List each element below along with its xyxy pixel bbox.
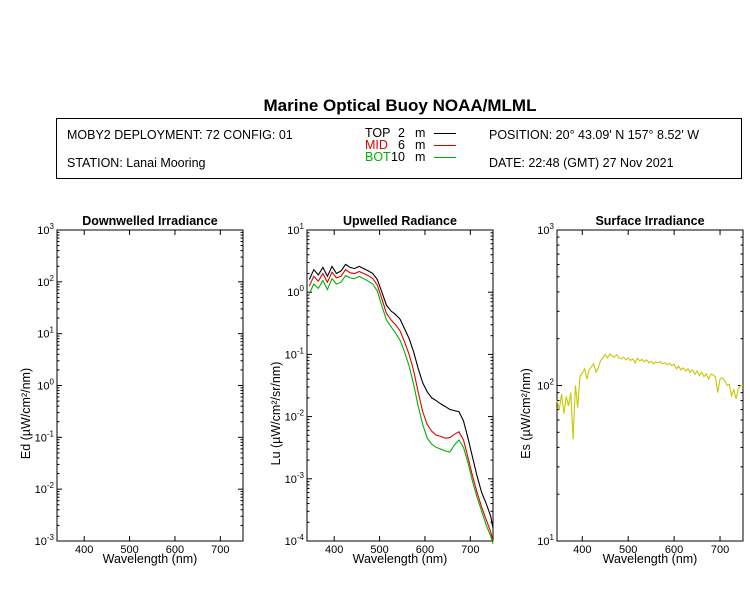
downwelled-irradiance-ytick-label: 10-2 xyxy=(35,481,55,496)
downwelled-irradiance-xtick-label: 500 xyxy=(120,544,138,556)
downwelled-irradiance-ytick-label: 102 xyxy=(37,274,54,289)
legend-mid-line xyxy=(434,145,456,146)
downwelled-irradiance-xtick-label: 400 xyxy=(75,544,93,556)
upwelled-radiance-xtick-label: 400 xyxy=(325,544,343,556)
upwelled-radiance-series-top xyxy=(308,263,494,529)
downwelled-irradiance-xtick-label: 700 xyxy=(211,544,229,556)
surface-irradiance-series-es xyxy=(556,352,743,440)
downwelled-irradiance-title: Downwelled Irradiance xyxy=(82,214,218,228)
legend-mid-name: MID xyxy=(365,138,388,152)
surface-irradiance-xlabel: Wavelength (nm) xyxy=(603,552,698,566)
downwelled-irradiance-ylabel: Ed (µW/cm²/nm) xyxy=(19,368,33,459)
upwelled-radiance-xtick-label: 600 xyxy=(416,544,434,556)
metadata-box: MOBY2 DEPLOYMENT: 72 CONFIG: 01 STATION:… xyxy=(56,118,742,179)
legend-top-name: TOP xyxy=(365,126,391,140)
surface-irradiance-xtick-label: 700 xyxy=(711,544,729,556)
upwelled-radiance-ylabel: Lu (µW/cm²/sr/nm) xyxy=(269,362,283,466)
upwelled-radiance-title: Upwelled Radiance xyxy=(343,214,457,228)
upwelled-radiance-ytick-label: 100 xyxy=(287,284,304,299)
surface-irradiance-xtick-label: 600 xyxy=(665,544,683,556)
upwelled-radiance-xlabel: Wavelength (nm) xyxy=(353,552,448,566)
position-text: POSITION: 20° 43.09' N 157° 8.52' W xyxy=(489,128,700,142)
surface-irradiance-title: Surface Irradiance xyxy=(595,214,704,228)
station-text: STATION: Lanai Mooring xyxy=(67,156,206,170)
legend-bot-unit: m xyxy=(415,150,426,164)
surface-irradiance-ytick-label: 103 xyxy=(537,222,554,237)
downwelled-irradiance-ytick-label: 103 xyxy=(37,222,54,237)
surface-irradiance-ytick-label: 101 xyxy=(537,533,554,548)
upwelled-radiance-series-bot xyxy=(308,274,494,544)
legend-mid-unit: m xyxy=(415,138,426,152)
downwelled-irradiance-ytick-label: 101 xyxy=(37,326,54,341)
legend-top-line xyxy=(434,133,456,134)
surface-irradiance-xtick-label: 500 xyxy=(619,544,637,556)
upwelled-radiance-series-mid xyxy=(308,268,494,542)
downwelled-irradiance-ytick-label: 10-1 xyxy=(35,429,55,444)
upwelled-radiance-ytick-label: 10-1 xyxy=(285,346,305,361)
legend-bot-depth: 10 xyxy=(391,150,405,164)
downwelled-irradiance-frame xyxy=(56,229,244,542)
upwelled-radiance-ytick-label: 10-3 xyxy=(285,471,305,486)
surface-irradiance-frame xyxy=(556,229,744,542)
legend-bot-name: BOT xyxy=(365,150,391,164)
upwelled-radiance-ytick-label: 10-4 xyxy=(285,533,305,548)
upwelled-radiance-ytick-label: 10-2 xyxy=(285,409,305,424)
downwelled-irradiance-ytick-label: 10-3 xyxy=(35,533,55,548)
upwelled-radiance-frame xyxy=(306,229,494,542)
legend-top-depth: 2 xyxy=(398,126,405,140)
legend-top-unit: m xyxy=(415,126,426,140)
upwelled-radiance-xtick-label: 700 xyxy=(461,544,479,556)
legend-bot-line xyxy=(434,157,456,158)
downwelled-irradiance-xtick-label: 600 xyxy=(166,544,184,556)
deployment-text: MOBY2 DEPLOYMENT: 72 CONFIG: 01 xyxy=(67,128,293,142)
surface-irradiance-ylabel: Es (µW/cm²/nm) xyxy=(519,368,533,459)
legend-mid-depth: 6 xyxy=(398,138,405,152)
date-text: DATE: 22:48 (GMT) 27 Nov 2021 xyxy=(489,156,674,170)
page-title: Marine Optical Buoy NOAA/MLML xyxy=(263,96,537,115)
surface-irradiance-xtick-label: 400 xyxy=(573,544,591,556)
upwelled-radiance-ytick-label: 101 xyxy=(287,222,304,237)
downwelled-irradiance-xlabel: Wavelength (nm) xyxy=(103,552,198,566)
surface-irradiance-ytick-label: 102 xyxy=(537,378,554,393)
downwelled-irradiance-ytick-label: 100 xyxy=(37,378,54,393)
upwelled-radiance-xtick-label: 500 xyxy=(370,544,388,556)
